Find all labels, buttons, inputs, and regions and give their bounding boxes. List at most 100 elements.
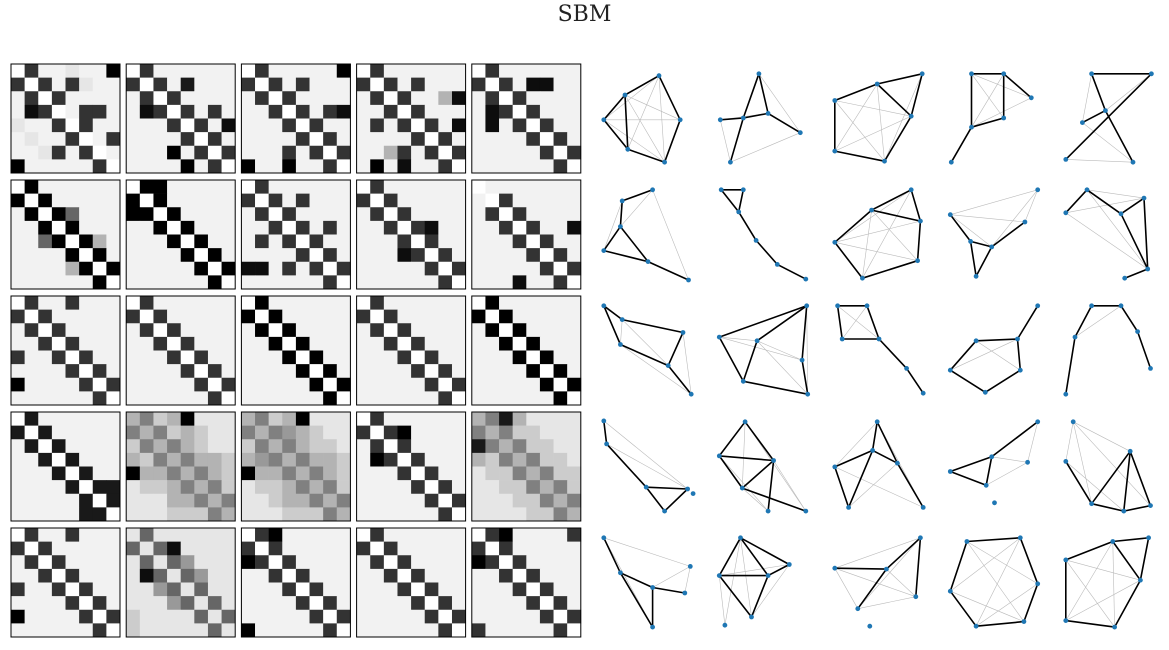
graph-edge-strong: [1090, 502, 1125, 512]
heatmap-cell: [539, 507, 554, 522]
heatmap-cell: [51, 541, 66, 556]
heatmap-cell: [139, 234, 154, 249]
heatmap-cell: [370, 234, 385, 249]
heatmap-cell: [499, 132, 513, 147]
heatmap-cell: [106, 309, 121, 324]
heatmap-cell: [471, 207, 486, 222]
heatmap-cell: [24, 466, 39, 481]
heatmap-cell: [356, 64, 371, 78]
graph-edge-strong: [866, 304, 880, 340]
heatmap-cell: [11, 391, 25, 406]
heatmap-cell: [221, 493, 236, 508]
heatmap-cell: [139, 104, 154, 119]
heatmap-cell: [106, 364, 121, 379]
graph-panel: [1063, 419, 1153, 514]
heatmap-cell: [194, 364, 209, 379]
graph-edge-weak: [682, 332, 692, 395]
heatmap-cell: [553, 296, 568, 310]
heatmap-cell: [370, 180, 385, 194]
graph-node: [601, 418, 607, 424]
graph-node: [1118, 303, 1124, 309]
heatmap-cell: [167, 91, 181, 106]
heatmap-panel: [356, 411, 467, 522]
heatmap-cell: [438, 309, 453, 324]
heatmap-cell: [323, 220, 338, 235]
heatmap-cell: [79, 248, 94, 263]
graph-node: [740, 187, 746, 193]
heatmap-frame: [471, 411, 582, 522]
heatmap-cell: [309, 193, 324, 208]
graph-node: [803, 508, 809, 514]
graph-edge-weak: [620, 189, 653, 227]
heatmap-cell: [207, 412, 222, 426]
graph-node: [869, 207, 874, 213]
heatmap-cell: [92, 350, 107, 365]
heatmap-cell: [567, 528, 582, 542]
heatmap-cell: [51, 466, 66, 481]
graph-edge-weak: [834, 567, 859, 610]
heatmap-cell: [438, 64, 453, 78]
heatmap-cell: [139, 452, 154, 467]
heatmap-cell: [92, 528, 107, 542]
heatmap-cell: [126, 377, 141, 392]
heatmap-cell: [383, 180, 398, 194]
heatmap-cell: [106, 193, 121, 208]
heatmap-cell: [397, 234, 412, 249]
heatmap-cell: [65, 364, 80, 379]
heatmap-cell: [207, 452, 222, 467]
heatmap-cell: [397, 220, 412, 235]
heatmap-cell: [539, 439, 554, 454]
graph-node: [756, 71, 762, 77]
heatmap-cell: [471, 104, 486, 119]
heatmap-cell: [194, 309, 209, 324]
heatmap-cell: [411, 528, 426, 542]
graph-edge-weak: [966, 541, 1038, 585]
heatmap-cell: [411, 568, 426, 583]
heatmap-cell: [438, 159, 453, 174]
heatmap-cell: [241, 104, 256, 119]
heatmap-cell: [539, 207, 554, 222]
heatmap-cell: [485, 159, 500, 174]
heatmap-cell: [485, 582, 500, 597]
heatmap-cell: [370, 77, 385, 92]
graph-node: [947, 212, 953, 218]
heatmap-cell: [268, 412, 283, 426]
heatmap-cell: [139, 145, 154, 160]
graph-node: [969, 124, 974, 130]
graph-edge-strong: [1081, 109, 1107, 124]
heatmap-cell: [167, 493, 181, 508]
heatmap-cell: [336, 582, 351, 597]
heatmap-cell: [411, 296, 426, 310]
graph-node: [874, 81, 880, 87]
graph-node: [619, 317, 625, 322]
heatmap-cell: [383, 159, 398, 174]
heatmap-cell: [383, 350, 398, 365]
heatmap-cell: [336, 452, 351, 467]
heatmap-cell: [438, 377, 453, 392]
graph-node: [618, 570, 623, 576]
heatmap-cell: [383, 493, 398, 508]
heatmap-cell: [526, 207, 541, 222]
heatmap-cell: [221, 323, 236, 338]
heatmap-cell: [65, 77, 80, 92]
heatmap-cell: [207, 555, 222, 570]
heatmap-cell: [126, 275, 141, 290]
heatmap-cell: [424, 234, 439, 249]
heatmap-cell: [567, 132, 582, 147]
heatmap-cell: [153, 64, 168, 78]
heatmap-cell: [51, 207, 66, 222]
heatmap-cell: [282, 439, 297, 454]
graph-node: [1148, 366, 1153, 371]
heatmap-cell: [553, 425, 568, 440]
heatmap-cell: [24, 91, 39, 106]
heatmap-cell: [106, 391, 121, 406]
heatmap-cell: [336, 104, 351, 119]
heatmap-cell: [485, 248, 500, 263]
heatmap-cell: [411, 439, 426, 454]
heatmap-cell: [499, 568, 513, 583]
heatmap-cell: [309, 220, 324, 235]
heatmap-cell: [65, 180, 80, 194]
heatmap-cell: [194, 64, 209, 78]
graph-panel: [948, 71, 1034, 165]
heatmap-cell: [438, 412, 453, 426]
